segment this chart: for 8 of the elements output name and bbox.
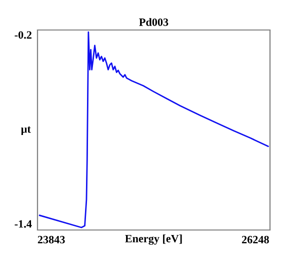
line-series: [38, 31, 269, 228]
x-tick-label: 26248: [242, 236, 269, 244]
y-tick-label: -1.4: [14, 220, 32, 228]
chart-title: Pd003: [139, 18, 168, 26]
y-tick-label: -0.2: [14, 31, 32, 39]
x-tick-label: 23843: [38, 236, 65, 244]
x-axis-title: Energy [eV]: [125, 234, 182, 245]
y-axis-title: μt: [21, 126, 31, 136]
